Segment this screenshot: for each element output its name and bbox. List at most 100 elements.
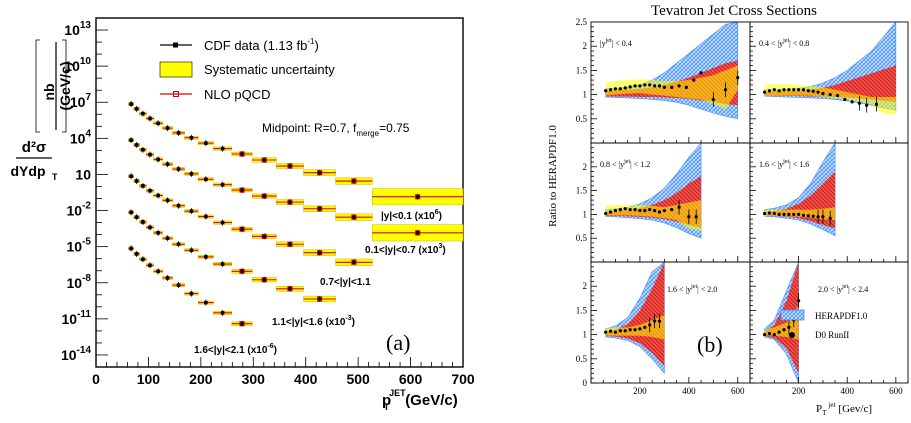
data-point [165,198,170,203]
data-point [176,242,181,247]
subpanel: 0.4 < |yjet| < 0.8 [749,21,909,144]
data-point [148,152,152,157]
legend-d0-label: D0 RunII [815,330,849,340]
data-point [240,188,244,192]
data-point [618,329,622,333]
nlo-marker [239,321,245,327]
x-tick-label: 400 [294,371,318,387]
panel-a-y-title: d²σ dYdp T nb (GeV/c) [11,39,73,182]
nlo-marker [239,187,245,193]
nlo-marker [261,193,267,199]
data-point [772,333,776,337]
data-point [204,177,208,182]
data-point [843,97,847,102]
data-point [288,242,292,247]
data-point [801,213,806,217]
y-tick-label: 0.5 [576,233,588,243]
data-point [762,211,767,216]
data-point [204,255,208,259]
data-point [662,208,666,213]
data-point [415,194,420,199]
nlo-marker [287,286,293,292]
y-tick-label: 107 [70,92,92,110]
legend-herapdf-label: HERAPDF1.0 [815,311,868,321]
data-point [811,89,815,93]
panel-b-label: (b) [697,332,723,357]
data-point [134,252,139,256]
data-point [204,300,208,305]
data-point [141,184,145,188]
data-point [865,103,869,107]
y-tick-label: 1.5 [576,65,588,75]
data-point [288,164,292,168]
data-point [240,269,244,274]
data-point [835,93,840,98]
nlo-marker [261,277,267,283]
nlo-marker [317,206,323,212]
subpanel: 1.6 < |yjet| < 1.6 [749,141,909,263]
data-point [787,325,791,329]
y-tick-label: 10-11 [62,309,92,327]
data-point [684,85,689,89]
panel-b-title: Tevatron Jet Cross Sections [651,3,817,19]
y-tick-label: 10 [75,166,91,182]
data-point [176,283,181,287]
data-point [792,88,796,92]
data-point [711,97,715,102]
data-point [288,286,292,291]
data-point [782,328,786,332]
data-point [677,205,681,209]
data-point [604,89,608,93]
nlo-marker [351,259,357,265]
nlo-marker [317,170,323,176]
systematic-band [605,200,702,232]
data-point [317,206,322,211]
y-tick-label: 1 [583,330,588,340]
data-point [204,214,208,219]
data-point [134,143,139,147]
data-point [874,102,879,106]
data-point [148,116,152,121]
data-point [204,141,208,145]
data-point [821,92,825,96]
panel-b-y-title: Ratio to HERAPDF1.0 [547,125,559,227]
data-point [618,208,622,212]
subpanel-frame [590,261,751,384]
data-point [687,215,691,219]
x-tick-label: 600 [399,371,423,387]
data-point [220,146,225,151]
data-point [141,147,145,152]
subpanel: 1.6 < |yjet| < 2.0 [590,261,751,384]
panel-a-label: (a) [386,330,410,355]
x-tick-label: 400 [840,386,854,396]
legend-data-label: CDF data (1.13 fb-1) [204,37,319,53]
data-point [604,211,608,216]
data-point [657,210,662,214]
nlo-marker [261,157,267,163]
data-point [723,88,728,92]
y-title-denominator-sub: T [52,172,58,182]
y-tick-label: 10-5 [67,237,92,255]
data-point [633,84,637,88]
panel-a-data [128,101,464,327]
nlo-marker [351,178,357,184]
data-point [317,250,322,255]
data-point [633,208,637,212]
y-tick-label: 10-14 [61,345,91,363]
nlo-marker [239,226,245,232]
data-point [129,174,133,179]
nlo-marker [415,194,421,200]
data-point [692,78,696,82]
data-point [134,107,139,111]
data-point [857,101,861,105]
y-tick-label: 1 [583,90,588,100]
nlo-marker [287,241,293,247]
data-point [156,231,160,235]
data-point [643,83,647,87]
data-point [638,208,642,213]
x-tick-label: 200 [189,371,213,387]
nlo-marker [317,296,323,302]
data-point [638,84,642,88]
subpanel: 0.8 < |yjet| < 1.2 [590,142,751,263]
data-point [608,88,613,92]
